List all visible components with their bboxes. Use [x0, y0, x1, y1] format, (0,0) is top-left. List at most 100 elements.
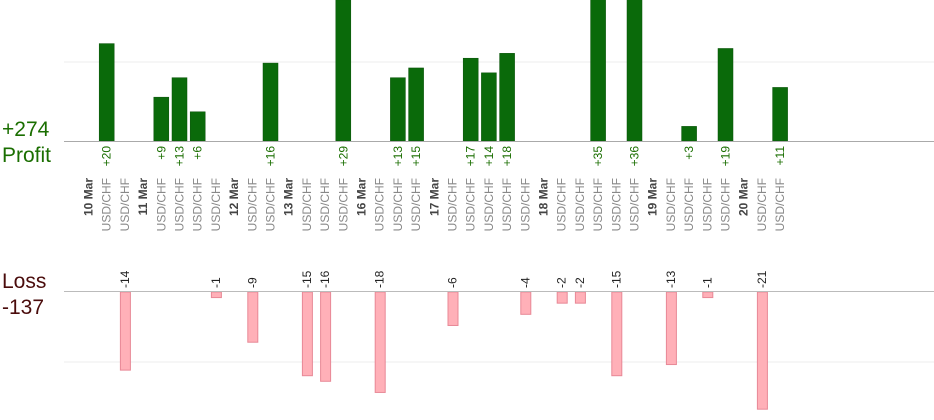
profit-bar — [153, 96, 170, 142]
symbol-label: USD/CHF — [209, 178, 223, 231]
profit-bar — [262, 62, 279, 142]
profit-bar — [98, 43, 115, 142]
profit-total: +274 — [2, 118, 50, 141]
symbol-label: USD/CHF — [391, 178, 405, 231]
profit-value-label: +19 — [719, 146, 733, 167]
profit-bar — [772, 87, 788, 142]
loss-bar — [556, 291, 568, 304]
loss-bar — [320, 291, 332, 382]
loss-value-label: -4 — [518, 277, 532, 288]
date-label: 20 Mar — [737, 178, 751, 216]
loss-bar — [574, 291, 586, 304]
profit-bar — [499, 53, 515, 142]
loss-bar — [447, 291, 459, 326]
profit-bar — [681, 126, 697, 142]
profit-value-label: +36 — [628, 146, 642, 167]
profit-label: Profit — [2, 144, 52, 167]
profit-bar — [390, 77, 406, 142]
symbol-label: USD/CHF — [628, 178, 642, 231]
profit-bar — [590, 0, 606, 142]
loss-label: Loss — [2, 270, 47, 293]
loss-value-label: -9 — [245, 277, 259, 288]
loss-value-label: -2 — [573, 277, 587, 288]
profit-value-label: +6 — [191, 146, 205, 160]
profit-bar — [171, 77, 188, 142]
date-label: 13 Mar — [282, 178, 296, 216]
symbol-label: USD/CHF — [591, 178, 605, 231]
profit-bars — [98, 0, 788, 142]
profit-value-label: +14 — [482, 146, 496, 167]
loss-value-label: -14 — [118, 270, 132, 288]
loss-bar — [119, 291, 131, 371]
symbol-label: USD/CHF — [773, 178, 787, 231]
loss-value-label: -1 — [209, 277, 223, 288]
symbol-label: USD/CHF — [245, 178, 259, 231]
profit-bar — [481, 72, 497, 142]
loss-bars — [119, 291, 768, 410]
loss-value-label: -16 — [318, 270, 332, 288]
profit-value-label: +35 — [591, 146, 605, 167]
symbol-label: USD/CHF — [173, 178, 187, 231]
date-label: 12 Mar — [227, 178, 241, 216]
symbol-label: USD/CHF — [482, 178, 496, 231]
symbol-label: USD/CHF — [373, 178, 387, 231]
profit-bar — [626, 0, 643, 142]
date-label: 11 Mar — [136, 178, 150, 216]
symbol-label: USD/CHF — [264, 178, 278, 231]
loss-bar — [611, 291, 623, 377]
loss-value-label: -13 — [664, 270, 678, 288]
profit-value-label: +3 — [682, 146, 696, 160]
profit-value-label: +15 — [409, 146, 423, 167]
profit-value-label: +20 — [100, 146, 114, 167]
profit-value-label: +17 — [464, 146, 478, 167]
value-labels: +20 -14 +9 +13 +6 -1 -9 +16 -15 -16 +29 -18 +13 +15 -6… — [100, 146, 787, 288]
symbol-label: USD/CHF — [118, 178, 132, 231]
symbol-label: USD/CHF — [555, 178, 569, 231]
loss-value-label: -1 — [700, 277, 714, 288]
date-label: 18 Mar — [537, 178, 551, 216]
date-label: 16 Mar — [355, 178, 369, 216]
loss-bar — [665, 291, 677, 366]
date-label: 19 Mar — [646, 178, 660, 216]
loss-value-label: -21 — [755, 270, 769, 288]
profit-bar — [462, 57, 479, 142]
profit-bar — [189, 111, 206, 142]
symbol-label: USD/CHF — [609, 178, 623, 231]
loss-bar — [301, 291, 313, 377]
profit-value-label: +9 — [154, 146, 168, 160]
loss-value-label: -2 — [555, 277, 569, 288]
symbol-label: USD/CHF — [464, 178, 478, 231]
loss-bar — [702, 291, 714, 299]
profit-value-label: +18 — [500, 146, 514, 167]
loss-total: -137 — [2, 296, 45, 319]
loss-value-label: -6 — [446, 277, 460, 288]
loss-bar — [210, 291, 222, 299]
symbol-label: USD/CHF — [682, 178, 696, 231]
symbol-label: USD/CHF — [300, 178, 314, 231]
profit-value-label: +29 — [336, 146, 350, 167]
profit-bar — [717, 48, 734, 142]
symbol-label: USD/CHF — [500, 178, 514, 231]
profit-value-label: +16 — [264, 146, 278, 167]
profit-bar — [408, 67, 424, 142]
profit-value-label: +13 — [173, 146, 187, 167]
category-labels: 10 Mar USD/CHF USD/CHF 11 Mar USD/CHF USD/CHF… — [82, 178, 788, 232]
loss-bar — [756, 291, 768, 410]
symbol-label: USD/CHF — [318, 178, 332, 231]
symbol-label: USD/CHF — [409, 178, 423, 231]
symbol-label: USD/CHF — [336, 178, 350, 231]
symbol-label: USD/CHF — [518, 178, 532, 231]
symbol-label: USD/CHF — [719, 178, 733, 231]
symbol-label: USD/CHF — [664, 178, 678, 231]
gridlines — [64, 61, 934, 363]
date-label: 10 Mar — [82, 178, 96, 216]
symbol-label: USD/CHF — [191, 178, 205, 231]
symbol-label: USD/CHF — [700, 178, 714, 231]
loss-value-label: -15 — [300, 270, 314, 288]
symbol-label: USD/CHF — [573, 178, 587, 231]
symbol-label: USD/CHF — [100, 178, 114, 231]
loss-bar — [374, 291, 386, 393]
symbol-label: USD/CHF — [154, 178, 168, 231]
date-label: 17 Mar — [427, 178, 441, 216]
